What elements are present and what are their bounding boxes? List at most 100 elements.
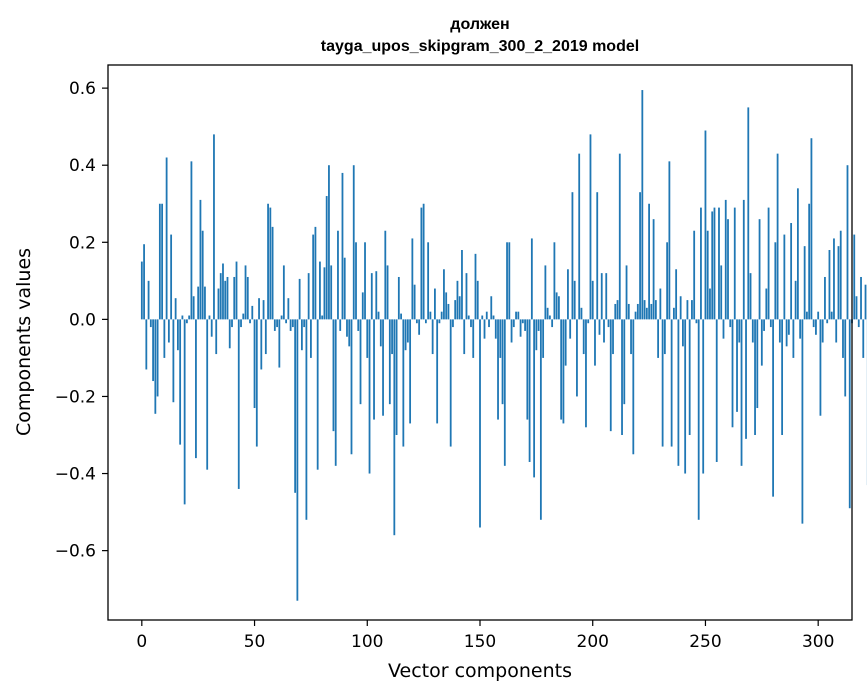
bar-314	[848, 319, 851, 509]
bar-28	[204, 286, 206, 320]
bar-2	[145, 319, 148, 370]
bar-312	[844, 319, 847, 397]
bar-278	[767, 207, 770, 320]
bar-220	[636, 303, 639, 320]
bar-260	[727, 219, 729, 320]
bar-29	[206, 319, 209, 470]
bar-162	[506, 242, 508, 320]
bar-37	[224, 280, 227, 320]
bar-80	[321, 315, 324, 320]
bar-152	[483, 319, 486, 339]
bar-173	[530, 238, 533, 320]
y-tick-label: 0.2	[69, 233, 96, 253]
bar-230	[659, 288, 662, 320]
bar-177	[539, 319, 542, 520]
bar-276	[763, 319, 765, 331]
bar-82	[325, 196, 328, 320]
bar-36	[222, 263, 224, 320]
bar-114	[397, 276, 400, 320]
bar-308	[835, 319, 838, 343]
bar-50	[253, 319, 256, 409]
bar-318	[857, 319, 860, 328]
bar-262	[731, 319, 734, 428]
bar-215	[625, 265, 628, 320]
bar-14	[172, 319, 175, 403]
bar-174	[533, 319, 536, 478]
bar-311	[842, 319, 844, 358]
bar-101	[368, 319, 371, 474]
bar-20	[186, 319, 188, 324]
bar-121	[413, 284, 416, 320]
bar-281	[774, 242, 777, 320]
bar-89	[341, 172, 344, 320]
bar-54	[262, 300, 265, 320]
bar-317	[855, 296, 858, 320]
bar-1	[143, 244, 145, 320]
bar-254	[713, 207, 716, 320]
bars-group	[140, 90, 867, 601]
bar-84	[330, 265, 333, 320]
bar-170	[524, 319, 526, 331]
bar-24	[195, 319, 197, 459]
bar-271	[751, 319, 754, 343]
bar-75	[310, 319, 312, 358]
bar-211	[616, 300, 619, 320]
bar-81	[323, 267, 326, 320]
bar-171	[526, 319, 529, 420]
bar-199	[589, 134, 592, 320]
bar-45	[242, 313, 245, 320]
bar-134	[443, 269, 445, 320]
bar-133	[440, 311, 443, 320]
bar-175	[535, 319, 538, 351]
bar-52	[258, 298, 260, 320]
bar-154	[488, 319, 490, 328]
bar-277	[765, 288, 768, 320]
bar-47	[246, 276, 249, 320]
bar-41	[233, 276, 236, 320]
bar-91	[346, 319, 348, 337]
bar-99	[364, 242, 366, 320]
bar-64	[285, 319, 288, 324]
bar-92	[348, 319, 351, 347]
bar-119	[409, 319, 412, 424]
bar-11	[165, 157, 168, 320]
chart-title: должен	[450, 16, 509, 33]
bar-144	[465, 273, 468, 320]
bar-72	[303, 319, 306, 328]
bar-282	[776, 153, 779, 320]
bar-235	[670, 319, 673, 447]
bar-181	[548, 315, 551, 320]
bar-307	[833, 238, 835, 320]
bar-70	[298, 278, 301, 320]
bar-32	[213, 134, 215, 320]
bar-253	[711, 211, 714, 320]
bar-148	[474, 253, 477, 320]
bar-83	[328, 165, 330, 320]
bar-217	[630, 319, 632, 355]
bar-157	[494, 319, 497, 339]
bar-55	[264, 319, 267, 355]
bar-130	[434, 288, 436, 320]
bar-290	[794, 280, 797, 320]
bar-43	[237, 319, 240, 489]
bar-238	[677, 319, 680, 466]
bar-182	[551, 319, 554, 328]
bar-71	[300, 319, 303, 351]
bar-33	[215, 319, 218, 355]
bar-301	[819, 319, 822, 416]
bar-23	[192, 296, 195, 320]
bar-302	[821, 319, 824, 343]
bar-129	[431, 319, 434, 355]
bar-200	[591, 280, 594, 320]
bar-242	[686, 300, 689, 320]
bar-275	[760, 319, 763, 366]
bar-309	[837, 246, 840, 320]
bar-19	[183, 319, 186, 505]
bar-296	[808, 203, 811, 320]
y-axis-ticks: −0.6 −0.4 −0.2 0.0 0.2 0.4 0.6	[55, 79, 108, 562]
bar-156	[492, 315, 495, 320]
bar-66	[289, 319, 292, 331]
bar-252	[709, 288, 711, 320]
x-tick-label: 100	[351, 632, 383, 652]
